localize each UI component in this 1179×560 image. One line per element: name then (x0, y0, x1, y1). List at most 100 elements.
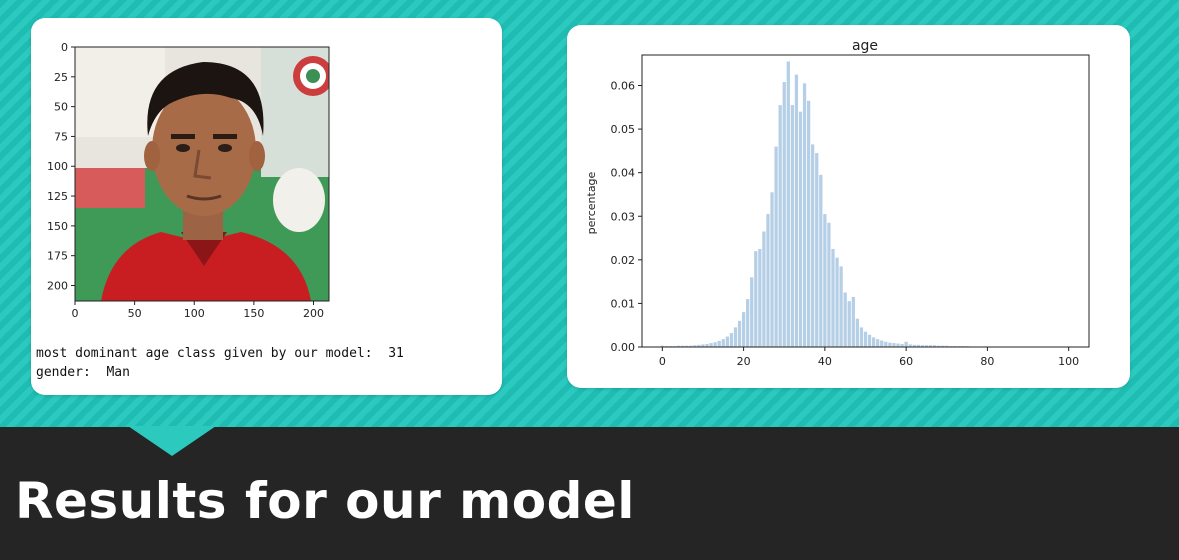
histogram-bar (880, 340, 884, 347)
chart-x-axis-ticks: 0 20 40 60 80 100 (659, 347, 1079, 368)
histogram-bar (827, 222, 831, 347)
histogram-bar (758, 248, 762, 347)
image-x-tick-label: 0 (72, 307, 79, 320)
histogram-bar (843, 292, 847, 347)
histogram-bar (705, 343, 709, 347)
histogram-bar (733, 327, 738, 347)
histogram-bar (770, 192, 774, 347)
histogram-bar (896, 343, 900, 347)
histogram-bar (839, 266, 843, 347)
image-y-tick-label: 150 (47, 220, 68, 233)
histogram-bar (823, 214, 827, 347)
histogram-bar (782, 82, 786, 347)
histogram-bar (774, 146, 778, 347)
histogram-bar (750, 277, 754, 347)
x-tick-label: 80 (980, 355, 994, 368)
x-tick-label: 60 (899, 355, 913, 368)
age-histogram-chart: age percentage 0.000.010.020.030.040.050… (585, 38, 1090, 368)
histogram-bar (900, 343, 904, 347)
histogram-bar (916, 344, 920, 347)
histogram-bar (689, 345, 693, 347)
histogram-bar (697, 344, 701, 347)
histogram-bar (685, 345, 689, 347)
image-x-tick-label: 150 (243, 307, 264, 320)
histogram-bar (908, 344, 912, 347)
chart-title: age (852, 38, 878, 54)
histogram-bar (924, 345, 929, 347)
chart-y-axis-ticks: 0.00 0.01 0.02 0.03 0.04 0.05 0.06 (611, 80, 642, 354)
histogram-bar (676, 345, 681, 347)
histogram-bar (831, 248, 835, 347)
histogram-bar (717, 340, 721, 347)
x-tick-label: 0 (659, 355, 666, 368)
y-tick-label: 0.03 (611, 210, 636, 223)
histogram-bar (815, 153, 819, 347)
right-chart-card: age percentage 0.00 0.01 0.02 0.03 0.04 0.05 0… (567, 25, 1130, 388)
image-y-tick-label: 50 (54, 101, 68, 114)
histogram-bar (713, 342, 717, 347)
histogram-bar (937, 345, 941, 347)
image-y-tick-label: 175 (47, 250, 68, 263)
image-y-axis-ticks: 0 25 50 75 100 125 150 175 200 (47, 41, 75, 292)
y-tick-label: 0.05 (611, 123, 636, 136)
image-x-axis-ticks: 0 50 100 150 200 (72, 301, 324, 320)
histogram-bar (876, 339, 880, 347)
histogram-bar (867, 334, 872, 347)
y-tick-label: 0.04 (611, 167, 636, 180)
histogram-bar (835, 257, 839, 347)
histogram-bar (729, 333, 734, 347)
histogram-bar (741, 312, 746, 347)
y-tick-label: 0.01 (611, 297, 636, 310)
image-x-tick-label: 100 (184, 307, 205, 320)
image-y-tick-label: 200 (47, 279, 68, 292)
y-tick-label: 0.00 (611, 341, 636, 354)
histogram-bar (819, 174, 823, 347)
histogram-bar (778, 105, 782, 347)
image-x-tick-label: 200 (303, 307, 324, 320)
plot-frame (641, 54, 1090, 348)
histogram-bar (766, 214, 770, 347)
histogram-bar (701, 344, 705, 347)
histogram-bar (847, 301, 851, 347)
histogram-bar (806, 100, 811, 347)
histogram-bar (802, 83, 807, 347)
x-tick-label: 40 (818, 355, 832, 368)
histogram-bar (941, 345, 945, 347)
histogram-bar (709, 343, 713, 347)
histogram-bars (660, 61, 1071, 348)
image-y-tick-label: 125 (47, 190, 68, 203)
histogram-bar (737, 320, 742, 347)
histogram-bar (790, 105, 794, 347)
histogram-bar (904, 341, 908, 347)
histogram-bar (786, 61, 790, 347)
histogram-bar (762, 231, 766, 347)
histogram-bar (794, 74, 799, 347)
histogram-bar (945, 345, 949, 347)
histogram-bar (871, 337, 876, 347)
x-tick-label: 100 (1058, 355, 1079, 368)
image-y-tick-label: 0 (61, 41, 68, 54)
histogram-bar (746, 299, 750, 347)
predicted-age-output: most dominant age class given by our mod… (36, 346, 404, 361)
predicted-gender-output: gender: Man (36, 365, 130, 380)
histogram-bar (863, 331, 868, 347)
histogram-bar (912, 344, 916, 347)
y-tick-label: 0.06 (611, 80, 636, 93)
histogram-bar (888, 342, 892, 347)
image-y-tick-label: 75 (54, 130, 68, 143)
slide-title: Results for our model (15, 472, 635, 530)
banner-pointer (128, 426, 216, 456)
image-y-tick-label: 25 (54, 71, 68, 84)
histogram-bar (920, 345, 925, 347)
histogram-bar (725, 336, 729, 347)
histogram-bar (754, 251, 758, 347)
face-image-plot: 0 25 50 75 100 125 150 175 200 0 50 100 150 200 (47, 41, 330, 320)
histogram-bar (693, 345, 697, 347)
histogram-bar (811, 144, 815, 347)
histogram-bar (932, 345, 937, 347)
left-result-card: 0 25 50 75 100 125 150 175 200 0 50 100 150 200 most… (31, 18, 502, 395)
histogram-bar (721, 339, 725, 347)
histogram-bar (884, 341, 888, 347)
x-tick-label: 20 (737, 355, 751, 368)
histogram-bar (855, 318, 860, 347)
